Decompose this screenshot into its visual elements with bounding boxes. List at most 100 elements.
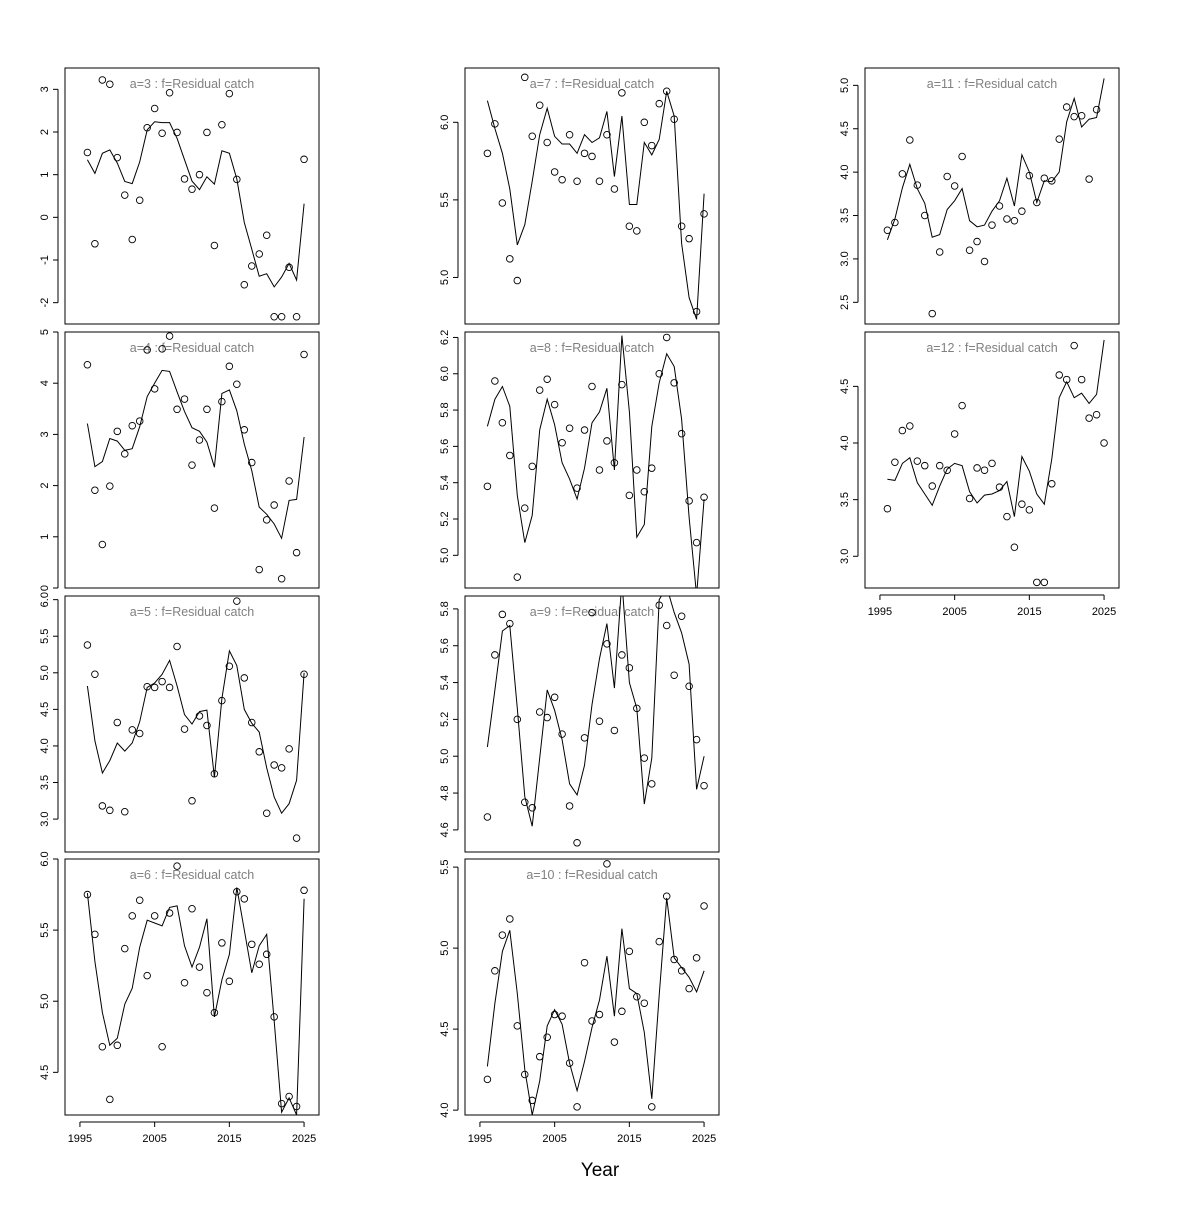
observation-point [625, 491, 634, 500]
observation-point [150, 683, 159, 692]
observation-point [513, 715, 522, 724]
observation-point [513, 573, 522, 581]
observation-point [662, 87, 671, 96]
observation-point [648, 141, 656, 150]
observation-point [128, 235, 136, 244]
observation-point [248, 940, 256, 949]
observation-point [928, 482, 936, 490]
observation-point [898, 426, 907, 435]
observation-point [195, 963, 204, 971]
observation-point [203, 405, 211, 414]
observation-point [270, 501, 278, 509]
observation-point [165, 332, 174, 340]
observation-point [203, 128, 211, 137]
y-tick-label: 4.0 [839, 435, 851, 450]
y-tick-label: 0 [39, 214, 51, 220]
observation-point [262, 231, 271, 240]
observation-point [603, 860, 611, 868]
observation-point [158, 129, 166, 138]
observation-point [255, 565, 263, 574]
observation-point [285, 745, 293, 753]
y-tick-label: 4.5 [839, 379, 851, 394]
observation-point [535, 101, 544, 109]
panel-frame [464, 858, 720, 1116]
observation-point [513, 1022, 522, 1030]
observation-point [580, 149, 589, 158]
observation-point [550, 693, 559, 702]
observation-point [91, 240, 99, 248]
x-tick-label: 2015 [1017, 606, 1041, 618]
observation-point [1077, 375, 1086, 384]
panel-frame [864, 331, 1120, 589]
y-tick-label: 6.0 [39, 851, 51, 866]
observation-point [618, 380, 626, 389]
observation-point [883, 504, 892, 513]
observation-point [300, 155, 308, 164]
observation-point [565, 424, 574, 432]
observation-point [573, 484, 581, 492]
observation-point [528, 132, 536, 141]
observation-point [210, 504, 219, 512]
observation-point [595, 466, 604, 474]
fitted-line [86, 121, 305, 288]
x-tick-label: 2005 [542, 1133, 566, 1145]
observation-point [98, 1042, 107, 1051]
x-tick-label: 1995 [68, 1133, 92, 1145]
y-tick-label: 5.2 [439, 511, 451, 526]
observation-point [633, 227, 641, 235]
y-tick-label: 4.5 [439, 1021, 451, 1036]
panel-title: a=3 : f=Residual catch [130, 77, 254, 91]
observation-point [1062, 103, 1071, 111]
observation-point [98, 76, 107, 84]
y-tick-label: 6.0 [439, 115, 451, 130]
observation-point [83, 148, 92, 157]
y-tick-label: 5.5 [439, 192, 451, 207]
observation-point [921, 211, 929, 220]
observation-point [558, 1012, 566, 1020]
observation-point [158, 677, 166, 686]
observation-point [973, 464, 981, 472]
observation-point [943, 466, 951, 474]
x-tick-label: 1995 [468, 1133, 492, 1145]
observation-point [1040, 578, 1049, 587]
observation-point [670, 671, 678, 679]
observation-point [528, 462, 536, 471]
observation-point [1025, 506, 1034, 514]
y-tick-label: 3 [39, 86, 51, 92]
fitted-line [486, 91, 705, 320]
observation-point [483, 482, 492, 491]
y-tick-label: 5.6 [439, 439, 451, 454]
y-tick-label: 5.0 [439, 940, 451, 955]
fitted-line [86, 887, 305, 1115]
panel-data [83, 332, 308, 583]
observation-point [1085, 175, 1093, 183]
observation-point [565, 802, 574, 810]
observation-point [588, 608, 596, 617]
observation-point [121, 450, 129, 458]
observation-point [98, 540, 107, 549]
observation-point [292, 834, 301, 842]
observation-point [558, 730, 566, 738]
observation-point [965, 494, 974, 503]
observation-point [550, 1010, 559, 1019]
observation-point [188, 797, 196, 805]
observation-point [603, 130, 611, 139]
observation-point [543, 375, 551, 383]
panel-1: a=3 : f=Residual catch -2 -1 0 1 2 3 [39, 67, 320, 325]
y-tick-label: 6.0 [439, 366, 451, 381]
observation-point [240, 895, 249, 903]
panel-frame [64, 331, 320, 589]
observation-point [1033, 198, 1041, 207]
observation-point [573, 839, 581, 847]
observation-point [203, 721, 211, 730]
panel-data [483, 333, 708, 588]
y-tick-label: 5.5 [39, 629, 51, 644]
observation-point [603, 437, 611, 445]
observation-point [618, 651, 626, 659]
observation-point [180, 175, 189, 183]
observation-point [483, 813, 492, 821]
panel-title: a=12 : f=Residual catch [926, 341, 1057, 355]
observation-point [550, 400, 559, 409]
panel-title: a=4 : f=Residual catch [130, 341, 254, 355]
